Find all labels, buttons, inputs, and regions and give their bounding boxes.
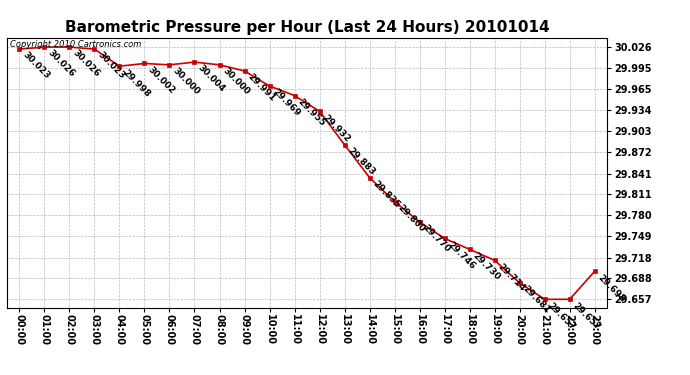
Text: 29.883: 29.883 [346, 146, 377, 177]
Text: 29.698: 29.698 [596, 273, 627, 304]
Text: 29.969: 29.969 [271, 87, 302, 118]
Text: 29.770: 29.770 [421, 224, 452, 255]
Text: 30.023: 30.023 [21, 51, 52, 81]
Text: 29.681: 29.681 [521, 284, 552, 315]
Text: 29.730: 29.730 [471, 251, 502, 282]
Text: 29.998: 29.998 [121, 68, 152, 99]
Text: 29.657: 29.657 [571, 301, 602, 332]
Text: 29.746: 29.746 [446, 240, 477, 271]
Text: 29.714: 29.714 [496, 262, 527, 293]
Text: Copyright 2010 Cartronics.com: Copyright 2010 Cartronics.com [10, 40, 141, 49]
Text: 29.955: 29.955 [296, 97, 327, 128]
Text: 30.026: 30.026 [71, 48, 101, 79]
Text: 30.023: 30.023 [96, 51, 126, 81]
Text: 29.657: 29.657 [546, 301, 577, 332]
Text: 30.026: 30.026 [46, 48, 77, 79]
Text: 29.991: 29.991 [246, 72, 277, 104]
Text: 30.000: 30.000 [221, 66, 251, 97]
Text: 29.835: 29.835 [371, 179, 402, 210]
Text: 30.000: 30.000 [171, 66, 201, 97]
Text: 29.800: 29.800 [396, 203, 426, 234]
Title: Barometric Pressure per Hour (Last 24 Hours) 20101014: Barometric Pressure per Hour (Last 24 Ho… [65, 20, 549, 35]
Text: 30.004: 30.004 [196, 63, 226, 94]
Text: 29.932: 29.932 [321, 113, 352, 144]
Text: 30.002: 30.002 [146, 65, 177, 96]
